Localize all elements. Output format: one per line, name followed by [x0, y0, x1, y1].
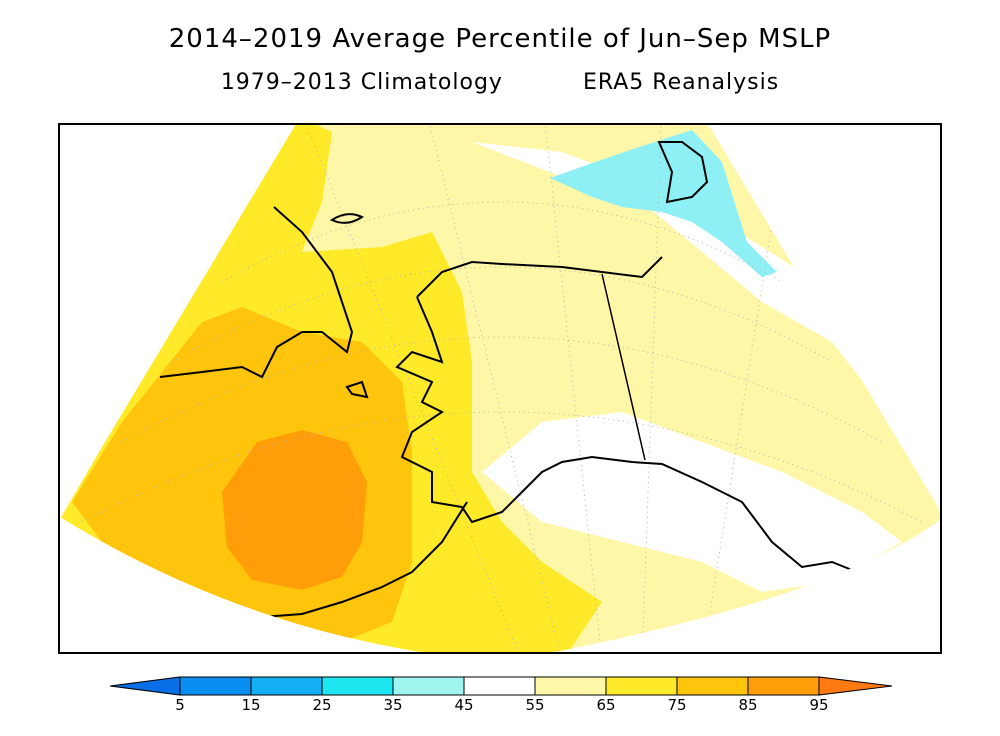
field-orange	[222, 430, 367, 590]
colorbar-tick-label: 15	[241, 696, 261, 714]
colorbar-tick-label: 85	[738, 696, 758, 714]
subtitle-climatology: 1979–2013 Climatology	[220, 70, 503, 95]
colorbar-bin-75-85	[676, 676, 749, 696]
colorbar-arrow-low	[110, 676, 181, 696]
colorbar-tick-label: 65	[596, 696, 616, 714]
colorbar-bin-55-65	[534, 676, 607, 696]
subtitle-dataset: ERA5 Reanalysis	[582, 70, 780, 95]
graticule	[81, 125, 923, 652]
colorbar-tick-label: 45	[454, 696, 474, 714]
map-title: 2014–2019 Average Percentile of Jun–Sep …	[168, 24, 832, 54]
colorbar-tick-label: 95	[809, 696, 829, 714]
colorbar-tick-label: 5	[175, 696, 185, 714]
colorbar	[110, 676, 892, 696]
colorbar-bin-25-35	[321, 676, 394, 696]
map-frame	[58, 123, 942, 654]
colorbar-bin-35-45	[392, 676, 465, 696]
map-canvas	[60, 125, 940, 652]
coastlines	[159, 141, 858, 618]
colorbar-bin-65-75	[605, 676, 678, 696]
colorbar-tick-label: 75	[667, 696, 687, 714]
colorbar-tick-label: 25	[312, 696, 332, 714]
colorbar-bin-45-55	[463, 676, 536, 696]
colorbar-tick-label: 55	[525, 696, 545, 714]
colorbar-tick-label: 35	[383, 696, 403, 714]
colorbar-bin-5-15	[179, 676, 252, 696]
map-subtitle: 1979–2013 Climatology ERA5 Reanalysis	[0, 70, 1000, 95]
colorbar-arrow-high	[818, 676, 892, 696]
field-blue	[550, 130, 777, 277]
colorbar-bin-85-95	[747, 676, 820, 696]
colorbar-bin-15-25	[250, 676, 323, 696]
